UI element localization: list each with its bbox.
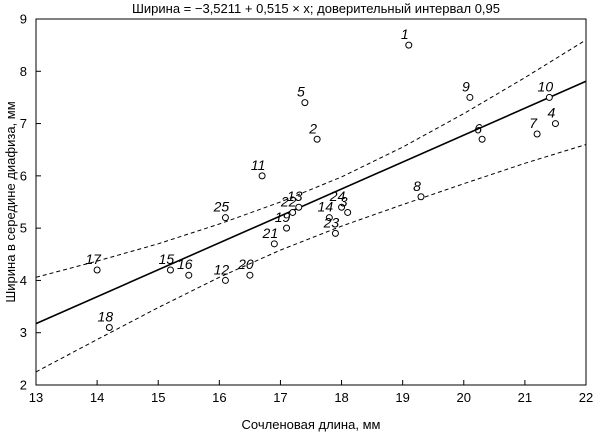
x-tick-label: 18 bbox=[334, 390, 348, 405]
data-point bbox=[105, 323, 113, 331]
data-point bbox=[93, 266, 101, 274]
point-label: 4 bbox=[548, 105, 556, 121]
point-label: 11 bbox=[251, 157, 266, 173]
point-label: 14 bbox=[318, 199, 334, 215]
point-label: 18 bbox=[98, 308, 114, 324]
data-point bbox=[325, 214, 333, 222]
point-label: 22 bbox=[280, 193, 297, 209]
data-point bbox=[221, 214, 229, 222]
data-point bbox=[295, 203, 303, 211]
x-tick-label: 15 bbox=[151, 390, 165, 405]
y-tick-label: 9 bbox=[20, 12, 27, 27]
x-tick-label: 17 bbox=[273, 390, 287, 405]
y-tick-label: 2 bbox=[20, 378, 27, 393]
data-point bbox=[417, 193, 425, 201]
point-label: 1 bbox=[401, 26, 409, 42]
data-point bbox=[283, 224, 291, 232]
point-label: 16 bbox=[177, 256, 193, 272]
point-label: 20 bbox=[237, 256, 254, 272]
data-point bbox=[331, 229, 339, 237]
point-label: 21 bbox=[262, 225, 279, 241]
data-point bbox=[405, 41, 413, 49]
data-point bbox=[344, 208, 352, 216]
data-point bbox=[270, 240, 278, 248]
x-tick-label: 21 bbox=[518, 390, 532, 405]
data-point bbox=[301, 99, 309, 107]
y-tick-label: 3 bbox=[20, 325, 27, 340]
x-tick-label: 19 bbox=[395, 390, 409, 405]
x-tick-label: 22 bbox=[579, 390, 593, 405]
point-label: 24 bbox=[329, 188, 346, 204]
data-point bbox=[166, 266, 174, 274]
x-tick-label: 14 bbox=[90, 390, 104, 405]
data-point bbox=[338, 203, 346, 211]
confidence-band bbox=[35, 39, 587, 373]
point-label: 23 bbox=[323, 214, 340, 230]
data-point bbox=[289, 208, 297, 216]
point-label: 13 bbox=[287, 188, 303, 204]
y-tick-label: 4 bbox=[20, 273, 27, 288]
y-tick-label: 6 bbox=[20, 168, 27, 183]
point-label: 12 bbox=[214, 261, 230, 277]
x-axis: 13 14 15 16 17 18 19 20 21 22 bbox=[29, 380, 593, 405]
plot-frame bbox=[35, 18, 587, 386]
point-label: 3 bbox=[340, 193, 348, 209]
point-label: 7 bbox=[529, 115, 538, 131]
y-axis-label: Ширина в середине диафиза, мм bbox=[3, 101, 18, 302]
point-label: 2 bbox=[308, 120, 317, 136]
confidence-upper-line bbox=[35, 39, 587, 278]
point-label: 6 bbox=[474, 120, 482, 136]
point-label: 25 bbox=[213, 199, 230, 215]
data-points bbox=[93, 41, 559, 331]
data-point bbox=[545, 93, 553, 101]
data-point bbox=[221, 276, 229, 284]
point-label: 19 bbox=[275, 209, 291, 225]
data-point bbox=[466, 93, 474, 101]
y-tick-label: 5 bbox=[20, 221, 27, 236]
x-tick-label: 16 bbox=[212, 390, 226, 405]
confidence-lower-line bbox=[35, 144, 587, 373]
y-axis: 2 3 4 5 6 7 8 9 bbox=[20, 12, 41, 393]
regression-line bbox=[35, 80, 587, 325]
point-label: 9 bbox=[462, 78, 470, 94]
data-point bbox=[258, 172, 266, 180]
x-tick-label: 13 bbox=[29, 390, 43, 405]
point-label: 15 bbox=[159, 251, 175, 267]
data-point bbox=[478, 135, 486, 143]
data-point bbox=[185, 271, 193, 279]
point-label: 8 bbox=[413, 178, 421, 194]
point-label: 10 bbox=[538, 78, 554, 94]
y-tick-label: 7 bbox=[20, 116, 27, 131]
data-point bbox=[551, 120, 559, 128]
data-point bbox=[313, 135, 321, 143]
regression-group bbox=[35, 80, 587, 325]
point-label: 17 bbox=[85, 251, 102, 267]
point-label: 5 bbox=[297, 84, 305, 100]
data-point bbox=[533, 130, 541, 138]
y-tick-label: 8 bbox=[20, 64, 27, 79]
x-axis-label: Сочленовая длина, мм bbox=[242, 417, 381, 432]
x-tick-label: 20 bbox=[457, 390, 471, 405]
data-point bbox=[246, 271, 254, 279]
chart-title: Ширина = −3,5211 + 0,515 × x; доверитель… bbox=[132, 1, 500, 16]
